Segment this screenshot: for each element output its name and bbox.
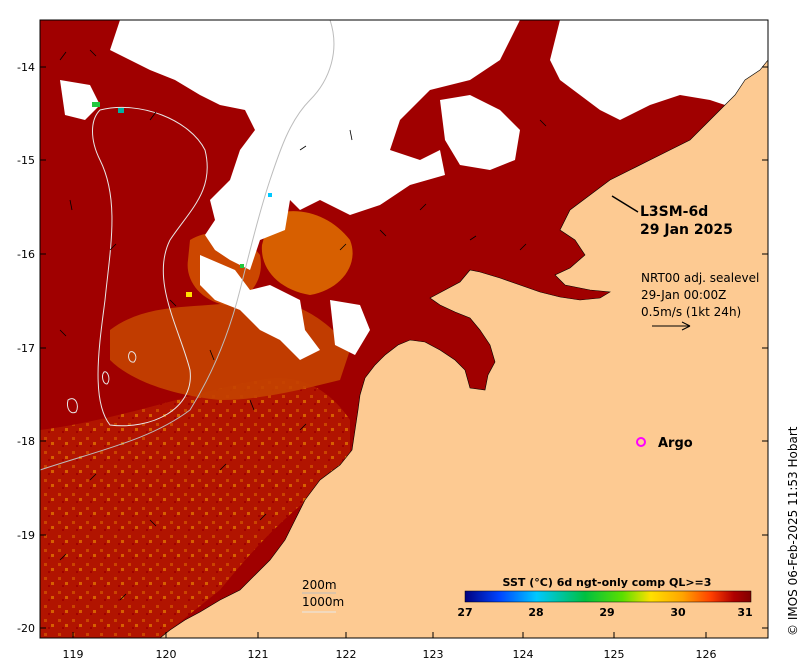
- no-data-cloud-area-3: [550, 20, 768, 130]
- colorbar-tick: 30: [670, 606, 686, 619]
- isobath-200m-label: 200m: [302, 578, 337, 592]
- y-tick-label: -14: [17, 61, 35, 74]
- sea-warm-patch-2: [261, 211, 353, 295]
- x-tick-label: 125: [604, 648, 625, 661]
- y-tick-label: -19: [17, 529, 35, 542]
- no-data-cloud-area-6: [330, 300, 370, 355]
- current-scale: 0.5m/s (1kt 24h): [641, 305, 741, 319]
- isobath-200m: [40, 20, 335, 471]
- colorbar-tick: 27: [457, 606, 472, 619]
- isobath-1000m-islet-3: [102, 371, 110, 385]
- current-vectors: [59, 49, 547, 601]
- no-data-cloud-area: [110, 20, 520, 270]
- current-time: 29-Jan 00:00Z: [641, 288, 726, 302]
- x-axis: 119 120 121 122 123 124 125 126: [63, 632, 717, 661]
- no-data-cloud-area-5: [60, 80, 100, 120]
- isobath-1000m: [92, 106, 208, 427]
- plot-frame: [39, 19, 769, 639]
- y-tick-label: -17: [17, 342, 35, 355]
- y-tick-label: -15: [17, 154, 35, 167]
- warm-pixel-speck: [186, 292, 192, 297]
- sea-warm-texture: [40, 378, 350, 638]
- current-scale-arrow: [652, 321, 691, 331]
- credit-text: © IMOS 06-Feb-2025 11:53 Hobart: [786, 426, 800, 636]
- colorbar-tick: 28: [528, 606, 543, 619]
- colorbar-tick: 31: [737, 606, 752, 619]
- x-tick-label: 126: [696, 648, 717, 661]
- cool-pixel-speck-3: [240, 264, 244, 268]
- argo-label: Argo: [658, 436, 693, 451]
- x-tick-label: 122: [336, 648, 357, 661]
- x-tick-label: 123: [423, 648, 444, 661]
- x-tick-label: 120: [156, 648, 177, 661]
- x-tick-label: 119: [63, 648, 84, 661]
- argo-marker: [636, 437, 646, 447]
- colorbar: [464, 590, 752, 603]
- y-tick-label: -18: [17, 435, 35, 448]
- cool-pixel-speck-4: [268, 193, 272, 197]
- map-plot-area: [40, 20, 768, 638]
- y-tick-label: -16: [17, 248, 35, 261]
- no-data-cloud-area-2: [200, 255, 320, 360]
- title-pointer-line: [611, 195, 639, 213]
- product-date: 29 Jan 2025: [640, 222, 733, 238]
- x-tick-label: 124: [513, 648, 534, 661]
- isobath-1000m-label: 1000m: [302, 595, 344, 609]
- cool-pixel-speck: [92, 102, 100, 107]
- cool-pixel-speck-2: [118, 108, 124, 113]
- isobath-1000m-islet: [67, 398, 78, 414]
- colorbar-tick: 29: [599, 606, 614, 619]
- y-tick-label: -20: [17, 622, 35, 635]
- x-tick-label: 121: [248, 648, 269, 661]
- colorbar-title: SST (°C) 6d ngt-only comp QL>=3: [503, 576, 712, 589]
- land-mass: [159, 59, 768, 638]
- y-axis: -14 -15 -16 -17 -18 -19 -20: [17, 61, 768, 635]
- product-title: L3SM-6d: [640, 204, 708, 220]
- no-data-cloud-area-4: [440, 95, 520, 170]
- current-source: NRT00 adj. sealevel: [641, 271, 759, 285]
- isobath-1000m-islet-2: [128, 351, 137, 363]
